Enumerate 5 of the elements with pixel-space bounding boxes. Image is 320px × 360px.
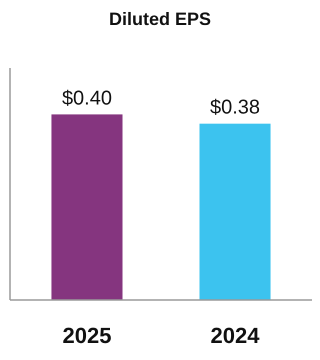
x-tick-label: 2025: [62, 323, 112, 348]
data-label: $0.38: [210, 96, 260, 119]
x-tick-label: 2024: [210, 323, 260, 348]
chart-title: Diluted EPS: [108, 9, 212, 29]
data-label: $0.40: [62, 87, 112, 110]
